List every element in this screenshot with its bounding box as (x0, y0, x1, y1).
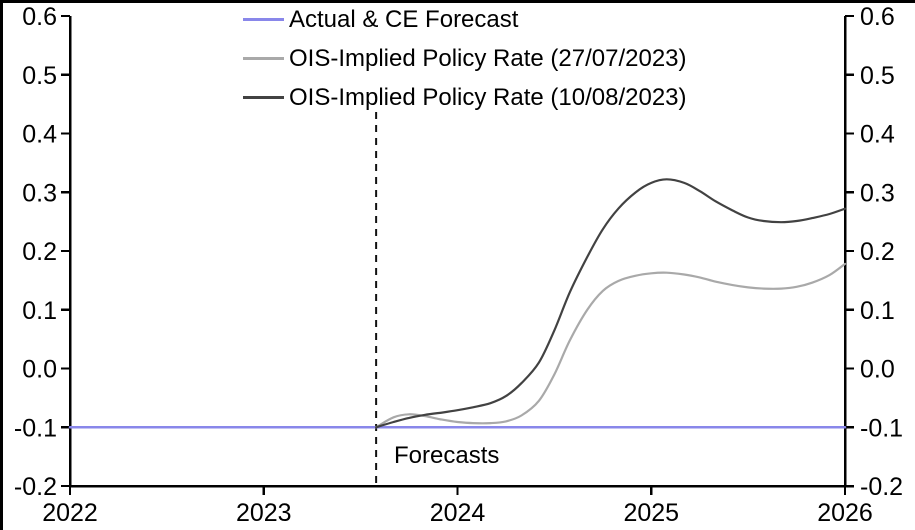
legend-line-sample-ois-27-07-2023 (243, 57, 284, 60)
legend-label: OIS-Implied Policy Rate (10/08/2023) (289, 83, 687, 111)
y-axis-right-tick-label: 0.4 (860, 121, 895, 149)
y-axis-right-tick-label: 0.0 (860, 356, 895, 384)
y-axis-left-tick-label: 0.2 (22, 238, 57, 266)
frame-border-top (0, 0, 915, 3)
x-axis-tick-label: 2026 (817, 499, 873, 527)
legend-label: OIS-Implied Policy Rate (27/07/2023) (289, 44, 687, 72)
legend-label: Actual & CE Forecast (289, 5, 519, 33)
y-axis-left-tick-label: 0.3 (22, 179, 57, 207)
x-axis-tick-label: 2024 (430, 499, 486, 527)
y-axis-left-tick-label: 0.4 (22, 121, 57, 149)
y-axis-left-tick-label: 0.5 (22, 62, 57, 90)
y-axis-right-tick-label: 0.3 (860, 179, 895, 207)
y-axis-right-tick-label: 0.5 (860, 62, 895, 90)
series-line-1 (375, 262, 847, 429)
y-axis-right-tick-label: -0.1 (860, 414, 903, 442)
y-axis-left-tick-label: -0.2 (14, 473, 57, 501)
y-axis-right-tick-label: 0.1 (860, 297, 895, 325)
series-line-2 (375, 178, 847, 429)
y-axis-left-tick-label: 0.6 (22, 3, 57, 31)
y-axis-left-tick-label: 0.0 (22, 356, 57, 384)
y-axis-left-tick-label: 0.1 (22, 297, 57, 325)
x-axis-tick-label: 2023 (236, 499, 292, 527)
y-axis-right-tick-label: 0.6 (860, 3, 895, 31)
forecast-annotation-label: Forecasts (394, 442, 500, 469)
y-axis-right-tick-label: 0.2 (860, 238, 895, 266)
frame-border-left (0, 0, 3, 530)
legend-item-ois-27-07-2023: OIS-Implied Policy Rate (27/07/2023) (243, 39, 687, 78)
y-axis-left-tick-label: -0.1 (14, 414, 57, 442)
legend-item-actual-ce-forecast: Actual & CE Forecast (243, 0, 687, 39)
axis-tick-labels: 0.6 0.5 0.4 0.3 0.2 0.1 0.0 -0.1 -0.2 0.6 0.5 0.4 0.… (14, 3, 903, 527)
legend-item-ois-10-08-2023: OIS-Implied Policy Rate (10/08/2023) (243, 78, 687, 117)
legend-line-sample-ois-10-08-2023 (243, 96, 284, 99)
x-axis-tick-label: 2025 (623, 499, 679, 527)
axis-ticks (61, 14, 854, 495)
legend: Actual & CE Forecast OIS-Implied Policy … (243, 0, 687, 117)
x-axis-tick-label: 2022 (42, 499, 98, 527)
y-axis-right-tick-label: -0.2 (860, 473, 903, 501)
legend-line-sample-actual-ce-forecast (243, 18, 284, 21)
